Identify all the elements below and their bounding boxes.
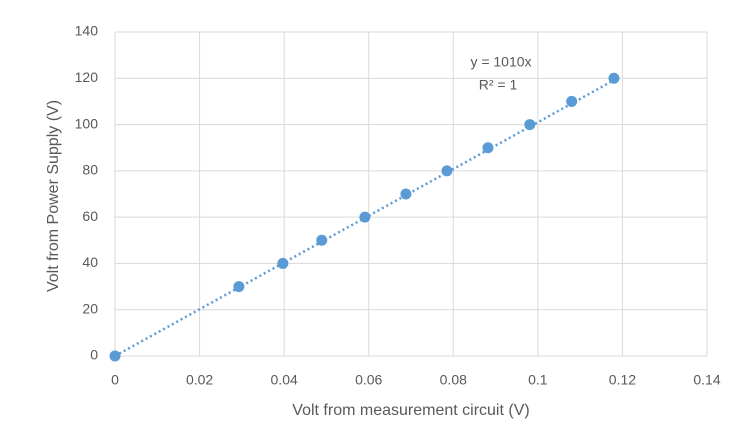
data-point: [482, 142, 493, 153]
y-tick-label: 60: [82, 208, 98, 224]
y-tick-label: 40: [82, 254, 98, 270]
x-tick-label: 0.04: [271, 372, 298, 388]
y-tick-label: 80: [82, 162, 98, 178]
chart: Volt from measurement circuit (V) Volt f…: [0, 0, 731, 439]
x-tick-label: 0.1: [528, 372, 548, 388]
x-tick-label: 0.12: [609, 372, 636, 388]
y-tick-label: 0: [90, 347, 98, 363]
x-tick-label: 0.08: [440, 372, 467, 388]
y-tick-label: 20: [82, 300, 98, 316]
x-tick-label: 0.14: [693, 372, 720, 388]
data-point: [110, 351, 121, 362]
trendline-equation: y = 1010x: [470, 54, 531, 70]
data-point: [441, 165, 452, 176]
data-point: [608, 73, 619, 84]
data-point: [566, 96, 577, 107]
x-tick-label: 0.06: [355, 372, 382, 388]
y-axis-title: Volt from Power Supply (V): [45, 100, 62, 292]
y-tick-label: 140: [75, 23, 99, 39]
data-point: [277, 258, 288, 269]
data-point: [400, 189, 411, 200]
trendline-r-squared: R² = 1: [479, 77, 518, 93]
data-point: [316, 235, 327, 246]
y-tick-label: 100: [75, 115, 99, 131]
y-tick-label: 120: [75, 69, 99, 85]
x-tick-label: 0.02: [186, 372, 213, 388]
data-point: [359, 212, 370, 223]
x-tick-label: 0: [111, 372, 119, 388]
x-axis-title: Volt from measurement circuit (V): [292, 402, 529, 419]
data-point: [524, 119, 535, 130]
data-point: [233, 281, 244, 292]
